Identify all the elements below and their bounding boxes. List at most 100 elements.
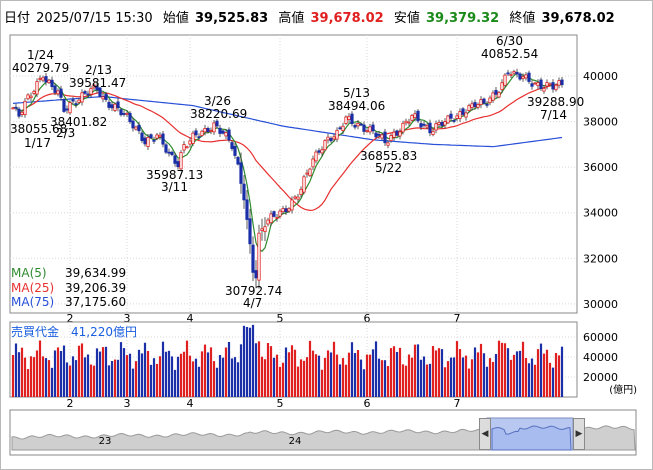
candle-body	[503, 74, 507, 86]
volume-bar	[515, 351, 519, 397]
volume-bar	[518, 350, 522, 397]
candle-body	[188, 140, 192, 145]
candle-body	[218, 127, 222, 134]
candle-body	[236, 156, 240, 165]
volume-bar	[356, 350, 360, 397]
candle-body	[95, 85, 99, 91]
candle-body	[29, 95, 33, 99]
candle-body	[308, 168, 312, 177]
volume-bar	[353, 353, 357, 397]
candle-body	[293, 196, 297, 199]
volume-bar	[317, 355, 321, 397]
candle-body	[344, 116, 348, 124]
volume-bar	[230, 358, 234, 397]
annotation-value: 39288.90	[527, 95, 584, 109]
volume-bar	[203, 344, 207, 397]
volume-bar	[110, 361, 114, 397]
candle-body	[167, 151, 171, 154]
candle-body	[485, 103, 489, 106]
volume-bar	[164, 351, 168, 397]
volume-bar	[554, 353, 558, 397]
volume-bar	[284, 347, 288, 397]
volume-bar	[245, 326, 249, 397]
volume-bar	[29, 356, 33, 397]
candle-body	[329, 138, 333, 142]
volume-bar	[482, 353, 486, 397]
candle-body	[440, 121, 444, 127]
volume-bar	[536, 349, 540, 397]
candle-body	[254, 270, 258, 279]
candle-body	[101, 96, 105, 100]
annotation-value: 40852.54	[481, 47, 538, 61]
volume-bar	[488, 358, 492, 397]
volume-bar	[542, 353, 546, 397]
volume-bar	[455, 341, 459, 397]
volume-bar	[158, 356, 162, 397]
volume-bar	[83, 357, 87, 397]
volume-panel	[9, 321, 578, 398]
volume-bar	[104, 346, 108, 397]
volume-bar	[149, 364, 153, 397]
volume-bar	[320, 369, 324, 397]
volume-bar	[209, 347, 213, 397]
candle-body	[125, 112, 129, 115]
volume-bar	[551, 367, 555, 397]
volume-bar	[401, 364, 405, 397]
volume-bar	[404, 365, 408, 397]
candle-body	[281, 208, 285, 213]
close-label: 終値	[509, 11, 536, 26]
candle-body	[443, 121, 447, 126]
candle-body	[260, 228, 264, 232]
candle-body	[422, 123, 426, 126]
legend-name: MA(75)	[11, 295, 55, 310]
candle-body	[353, 125, 357, 128]
candle-body	[455, 115, 459, 119]
legend-value: 37,175.60	[65, 295, 127, 310]
volume-bar	[215, 367, 219, 397]
month-label: 2	[67, 312, 74, 325]
candle-body	[134, 126, 138, 130]
volume-bar	[473, 347, 477, 397]
candle-body	[227, 129, 231, 141]
candle-body	[230, 142, 234, 149]
candle-body	[554, 84, 558, 91]
candle-body	[473, 102, 477, 108]
volume-bar	[17, 352, 21, 397]
navigator-right-handle[interactable]: ▶	[573, 418, 585, 450]
candle-body	[545, 82, 549, 87]
candle-body	[368, 126, 372, 133]
volume-bar	[53, 350, 57, 397]
annotation-value: 38055.68	[10, 122, 67, 136]
candle-body	[245, 199, 249, 220]
candle-body	[470, 103, 474, 108]
volume-bar	[476, 352, 480, 397]
volume-bar	[200, 351, 204, 397]
candle-body	[464, 112, 468, 118]
month-label: 5	[277, 312, 284, 325]
candle-body	[173, 155, 177, 164]
candle-body	[50, 79, 54, 88]
month-axis-lower: 2 3 4 5 6 7	[67, 397, 461, 410]
volume-bar	[116, 359, 120, 397]
volume-bar	[374, 341, 378, 397]
candle-body	[476, 104, 480, 108]
candle-body	[155, 134, 159, 139]
volume-bar	[191, 361, 195, 397]
candle-body	[446, 115, 450, 124]
candle-body	[26, 94, 30, 100]
volume-bar	[41, 356, 45, 397]
volume-bar	[113, 359, 117, 397]
candle-body	[38, 77, 42, 80]
volume-bar	[527, 363, 531, 397]
month-axis: 2 3 4 5 6 7	[67, 312, 461, 325]
candle-body	[320, 149, 324, 154]
volume-bar	[275, 354, 279, 397]
legend-value: 39,206.39	[65, 280, 127, 295]
navigator-left-handle[interactable]: ◀	[479, 418, 491, 450]
candle-body	[179, 152, 183, 170]
candle-body	[86, 93, 90, 96]
navigator-year-labels: 23 24	[99, 436, 302, 447]
candle-body	[467, 105, 471, 111]
volume-bar	[188, 355, 192, 397]
price-annotations: 1/2440279.791/1738055.682/338401.822/133…	[10, 34, 584, 310]
